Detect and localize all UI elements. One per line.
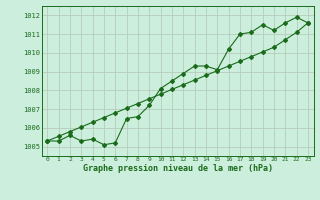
X-axis label: Graphe pression niveau de la mer (hPa): Graphe pression niveau de la mer (hPa)	[83, 164, 273, 173]
